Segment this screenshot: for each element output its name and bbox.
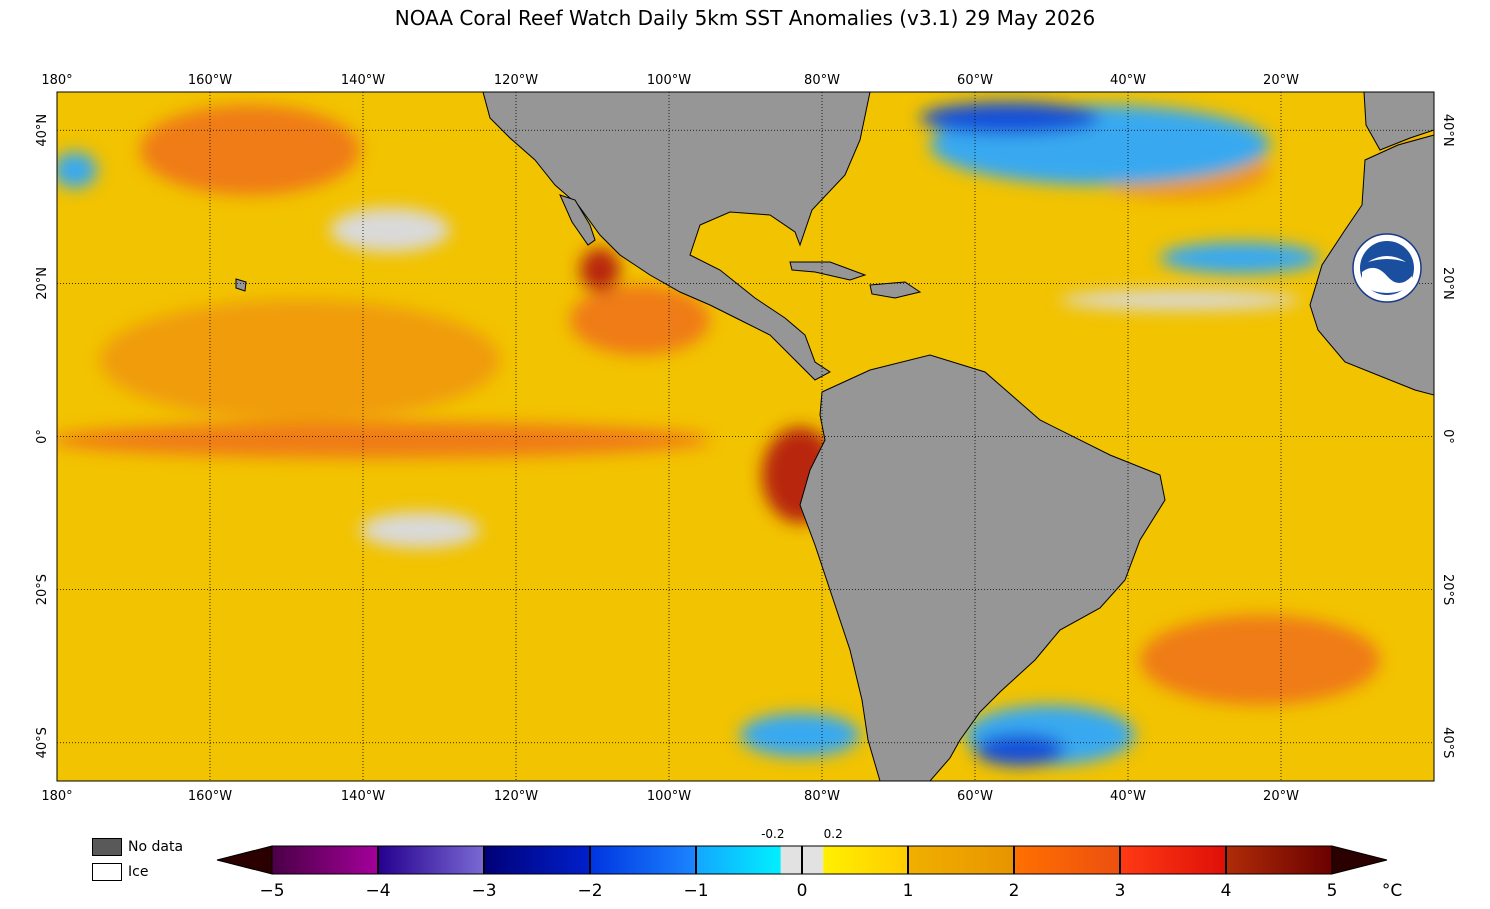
sst-anomaly-map: 180° 180° 160°W 160°W 140°W 140°W 120°W 120°W 10… [35,73,1455,800]
colorbar-tick-label: 4 [1221,881,1232,901]
noaa-logo-icon [1352,233,1422,303]
south-america-land [799,354,1166,781]
map-title: NOAA Coral Reef Watch Daily 5km SST Anom… [394,6,1096,30]
graticule [57,92,1434,781]
lon-tick-label-bottom: 160°W [188,789,232,800]
colorbar-tick-label: −3 [471,881,496,901]
warm-anomaly-equatorial-band [57,422,710,458]
axis-tick-labels: 180° 180° 160°W 160°W 140°W 140°W 120°W 120°W 10… [35,73,1455,800]
hot-anomaly-baja [580,248,620,292]
cool-anomaly-north-pacific-west [57,152,97,188]
cool-anomaly-canary [1160,242,1320,274]
cuba-island [789,261,867,281]
lat-tick-label-right: 20°N [1440,267,1455,300]
colorbar-segment [590,846,696,874]
cool-anomaly-chile [740,713,860,757]
neutral-anomaly-south-pacific [360,512,480,548]
colorbar-segment [378,846,484,874]
baja-california-land [559,194,596,246]
cold-anomaly-gulf-stream [920,102,1100,134]
colorbar-segment [484,846,590,874]
lon-tick-label-bottom: 180° [41,789,72,800]
hispaniola-island [869,281,922,299]
lon-tick-label-bottom: 120°W [494,789,538,800]
colorbar-tick-label: 2 [1009,881,1020,901]
no-data-label: No data [128,839,184,855]
colorbar-tick-label: −2 [577,881,602,901]
north-america-land [482,92,871,381]
colorbar-under-triangle [216,845,273,875]
warm-anomaly-south-atlantic [1140,615,1380,705]
lat-tick-label-left: 20°N [35,267,50,300]
colorbar-tick-label: 5 [1327,881,1338,901]
colorbar: −5 −4 −3 −2 −1 0 1 2 3 4 5 -0.2 0.2 °C [216,827,1402,901]
neutral-anomaly-north-pacific [330,208,450,252]
lon-tick-label-bottom: 40°W [1110,789,1146,800]
warm-anomaly-mexico-coast [570,285,710,355]
lat-tick-label-left: 40°S [35,727,50,758]
lon-tick-label-top: 60°W [957,73,993,88]
colorbar-segment [696,846,781,874]
lon-tick-label-bottom: 140°W [341,789,385,800]
map-frame [56,91,1435,782]
legend-ice: Ice [92,863,148,881]
lon-tick-label-bottom: 20°W [1263,789,1299,800]
lat-tick-label-right: 40°S [1440,727,1455,758]
lat-tick-label-left: 40°N [35,114,50,147]
legend-no-data: No data [92,838,183,856]
lon-tick-label-top: 140°W [341,73,385,88]
hawaii-islands [235,278,247,292]
colorbar-tick-label: −5 [259,881,284,901]
colorbar-over-triangle [1331,845,1388,875]
colorbar-small-tick-label: -0.2 [761,827,784,841]
colorbar-segment [823,846,908,874]
lat-tick-label-left: 0° [35,429,50,444]
warm-anomaly-central-pacific [100,300,500,420]
colorbar-small-tick-label: 0.2 [824,827,843,841]
map-field [57,92,1434,781]
lon-tick-label-top: 120°W [494,73,538,88]
lon-tick-label-top: 180° [41,73,72,88]
lon-tick-label-bottom: 80°W [804,789,840,800]
land-masses [235,92,1434,781]
colorbar-tick-label: −1 [683,881,708,901]
colorbar-tick-label: 3 [1115,881,1126,901]
ice-label: Ice [128,864,149,880]
lon-tick-label-top: 20°W [1263,73,1299,88]
iberia-land [1363,92,1434,151]
colorbar-unit-label: °C [1382,881,1402,901]
no-data-swatch [92,838,122,856]
lon-tick-label-top: 100°W [647,73,691,88]
lat-tick-label-right: 20°S [1440,574,1455,605]
colorbar-tick-label: 1 [903,881,914,901]
lon-tick-label-bottom: 100°W [647,789,691,800]
colorbar-segment [1120,846,1226,874]
colorbar-segment [1014,846,1120,874]
colorbar-segments [216,845,1388,875]
lat-tick-label-left: 20°S [35,574,50,605]
colorbar-tick-label: 0 [797,881,808,901]
anomaly-patches [57,102,1434,766]
colorbar-segment [1226,846,1332,874]
colorbar-segment [908,846,1014,874]
lon-tick-label-bottom: 60°W [957,789,993,800]
neutral-anomaly-atlantic-trades [1060,290,1300,310]
lon-tick-label-top: 80°W [804,73,840,88]
ice-swatch [92,863,122,881]
colorbar-labels: −5 −4 −3 −2 −1 0 1 2 3 4 5 -0.2 0.2 °C [259,827,1402,901]
lat-tick-label-right: 0° [1440,429,1455,444]
lat-tick-label-right: 40°N [1440,114,1455,147]
warm-anomaly-north-pacific [140,105,360,195]
lon-tick-label-top: 40°W [1110,73,1146,88]
cold-anomaly-malvinas [975,734,1065,766]
lon-tick-label-top: 160°W [188,73,232,88]
colorbar-tick-label: −4 [365,881,390,901]
colorbar-segment [272,846,378,874]
